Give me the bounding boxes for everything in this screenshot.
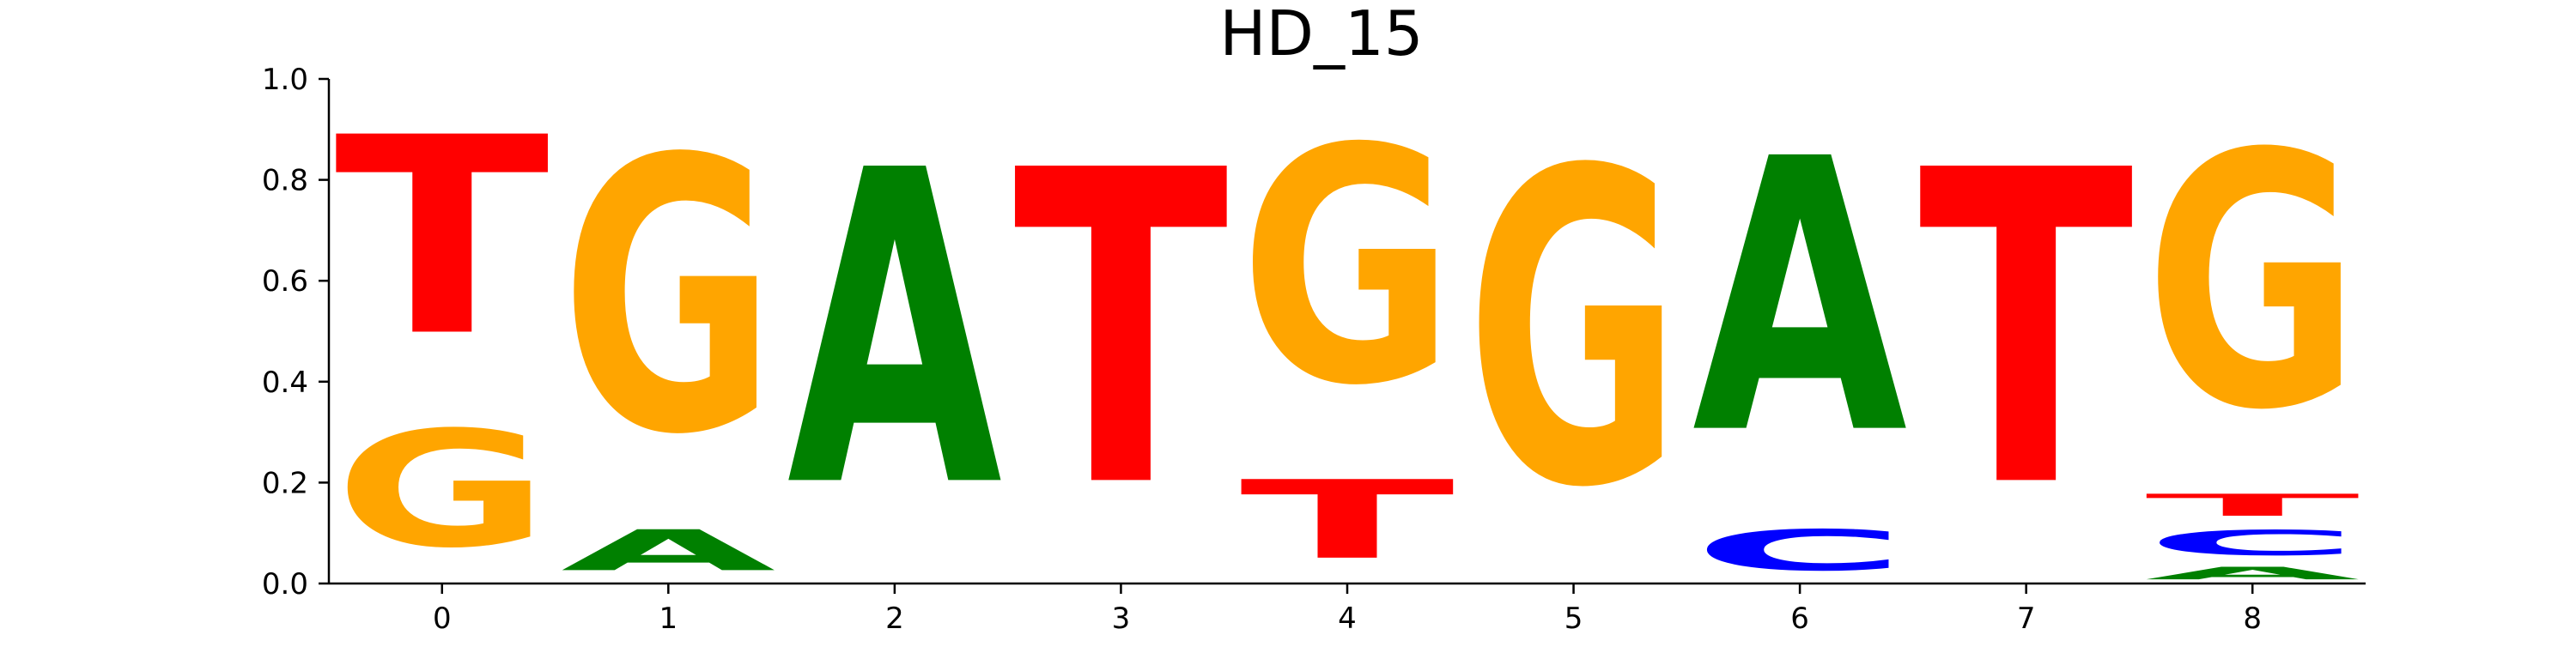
logo-letter-T-pos-3: T: [1013, 80, 1230, 582]
chart-title: HD_15: [1219, 0, 1423, 70]
x-tick-label: 7: [2017, 602, 2036, 636]
y-tick-label: 0.8: [262, 164, 308, 198]
logo-letter-T-pos-7: T: [1918, 80, 2135, 582]
logo-letter-C-pos-6: C: [1692, 518, 1907, 584]
x-tick-label: 3: [1112, 602, 1131, 636]
y-tick-label: 0.6: [262, 264, 308, 299]
logo-letter-T-pos-8: T: [2145, 487, 2361, 523]
logo-letter-A-pos-6: A: [1692, 80, 1910, 517]
y-tick-label: 1.0: [262, 63, 308, 97]
logo-letter-G-pos-5: G: [1466, 81, 1680, 583]
logo-letter-A-pos-1: A: [561, 518, 775, 584]
logo-letter-G-pos-1: G: [561, 80, 775, 517]
logo-letter-C-pos-8: C: [2145, 523, 2360, 564]
y-tick-label: 0.2: [262, 466, 308, 500]
x-tick-label: 2: [885, 602, 904, 636]
x-tick-label: 4: [1338, 602, 1357, 636]
logo-letter-G-pos-4: G: [1240, 80, 1455, 457]
x-tick-label: 0: [433, 602, 452, 636]
logo-letter-T-pos-0: T: [335, 80, 551, 396]
logo-letter-G-pos-8: G: [2145, 80, 2360, 487]
x-tick-label: 5: [1564, 602, 1583, 636]
axes-layer: 0.0 0.2 0.4 0.6 0.8 1.0 0 1 2 3 4 5 6 7 8: [262, 63, 2366, 636]
x-tick-label: 8: [2243, 602, 2262, 636]
logo-letter-G-pos-0: G: [335, 397, 550, 583]
x-tick-label: 6: [1790, 602, 1809, 636]
logo-letter-A-pos-8: A: [2145, 564, 2360, 584]
y-tick-label: 0.4: [262, 366, 308, 400]
y-tick-label: 0.0: [262, 567, 308, 602]
logo-letter-T-pos-4: T: [1240, 457, 1456, 584]
x-tick-label: 1: [659, 602, 678, 636]
logo-letter-A-pos-2: A: [787, 80, 1005, 582]
